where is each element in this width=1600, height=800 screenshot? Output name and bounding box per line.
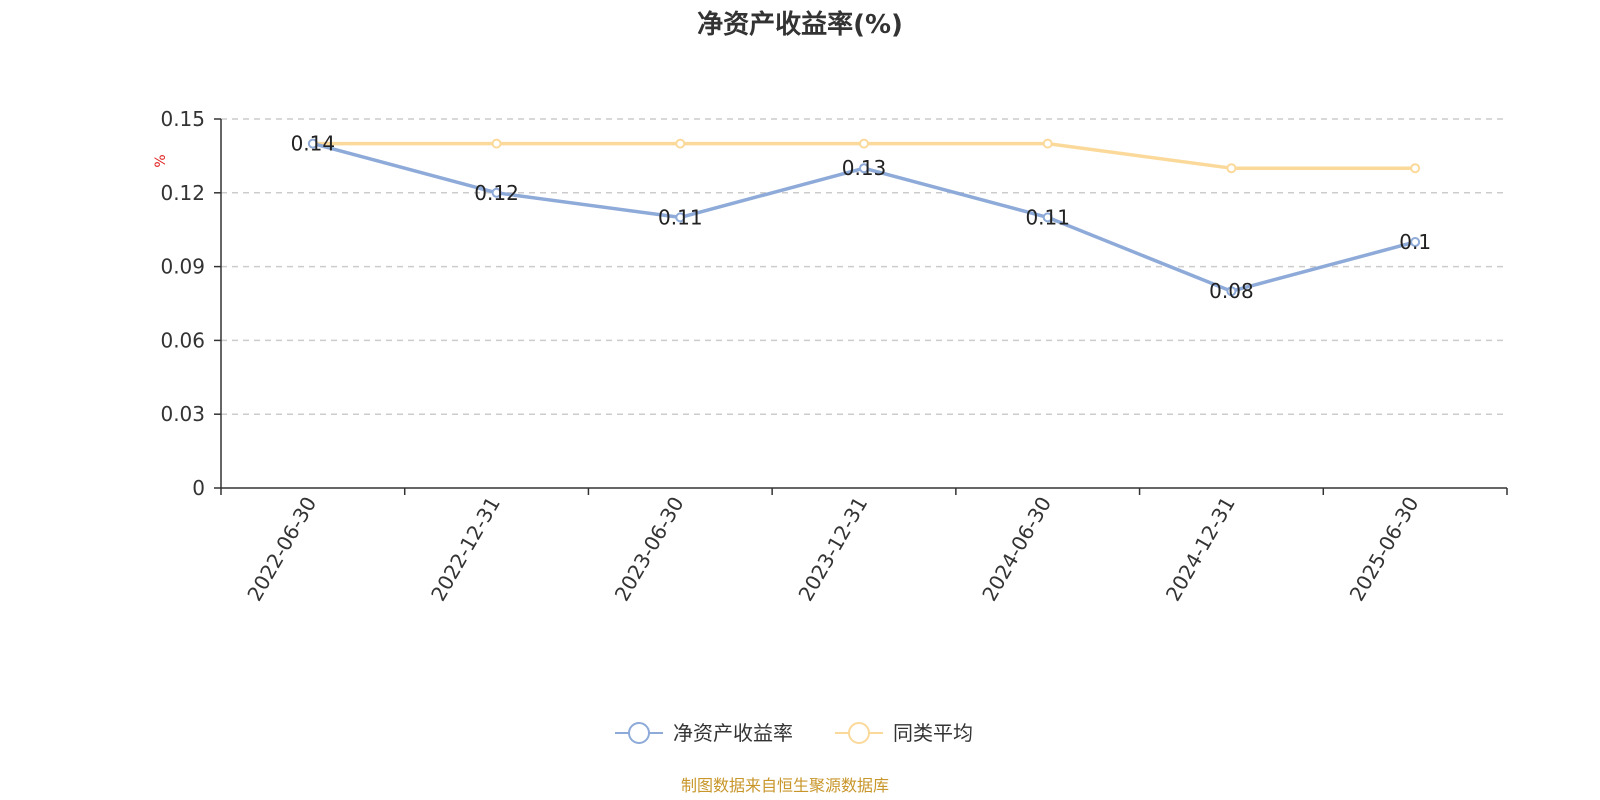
- y-tick-label: 0.09: [160, 255, 205, 279]
- data-label: 0.11: [658, 205, 703, 229]
- y-tick-label: 0: [192, 476, 205, 500]
- data-point: [675, 212, 686, 223]
- data-label: 0.11: [1025, 205, 1070, 229]
- source-note: 制图数据来自恒生聚源数据库: [681, 776, 889, 795]
- data-label: 0.13: [842, 156, 887, 180]
- legend-label: 净资产收益率: [673, 721, 793, 745]
- data-point: [859, 138, 869, 149]
- data-labels: 0.14 0.12 0.11 0.13 0.11 0.08 0.1: [291, 132, 1431, 304]
- y-axis-unit: %: [153, 154, 169, 167]
- data-label: 0.1: [1399, 230, 1431, 254]
- legend-marker: [628, 722, 650, 744]
- x-tick-label: 2022-12-31: [426, 493, 505, 606]
- y-tick-label: 0.06: [160, 328, 205, 352]
- data-point: [1042, 138, 1053, 149]
- grid-lines: [221, 118, 1507, 415]
- data-point: [1226, 163, 1237, 174]
- legend-marker: [848, 722, 870, 744]
- data-point: [859, 163, 869, 174]
- data-point: [1410, 163, 1421, 174]
- data-point: [307, 138, 318, 149]
- x-tick-label: 2024-06-30: [977, 493, 1056, 606]
- chart-title: 净资产收益率(%): [697, 9, 903, 40]
- data-label: 0.14: [291, 132, 336, 156]
- data-label: 0.12: [474, 181, 519, 205]
- x-tick-label: 2023-12-31: [793, 493, 872, 606]
- y-tick-label: 0.12: [160, 181, 205, 205]
- data-point: [1042, 212, 1053, 223]
- x-tick-label: 2025-06-30: [1345, 493, 1424, 606]
- legend-label: 同类平均: [893, 721, 973, 745]
- axes: 0 0.03 0.06 0.09 0.12 0.15 2022-06-30 2022-12-3…: [160, 107, 1508, 606]
- data-point: [1226, 286, 1237, 297]
- data-point: [1410, 237, 1421, 247]
- data-point: [491, 187, 502, 198]
- y-tick-label: 0.03: [160, 402, 205, 426]
- x-tick-label: 2022-06-30: [242, 493, 321, 606]
- data-point: [491, 138, 502, 149]
- data-label: 0.08: [1209, 279, 1254, 303]
- x-tick-label: 2023-06-30: [610, 493, 689, 606]
- series-lines: [307, 138, 1421, 297]
- y-tick-label: 0.15: [160, 107, 205, 131]
- legend: 净资产收益率 同类平均: [615, 721, 973, 745]
- x-tick-label: 2024-12-31: [1161, 493, 1240, 606]
- data-point: [675, 138, 686, 149]
